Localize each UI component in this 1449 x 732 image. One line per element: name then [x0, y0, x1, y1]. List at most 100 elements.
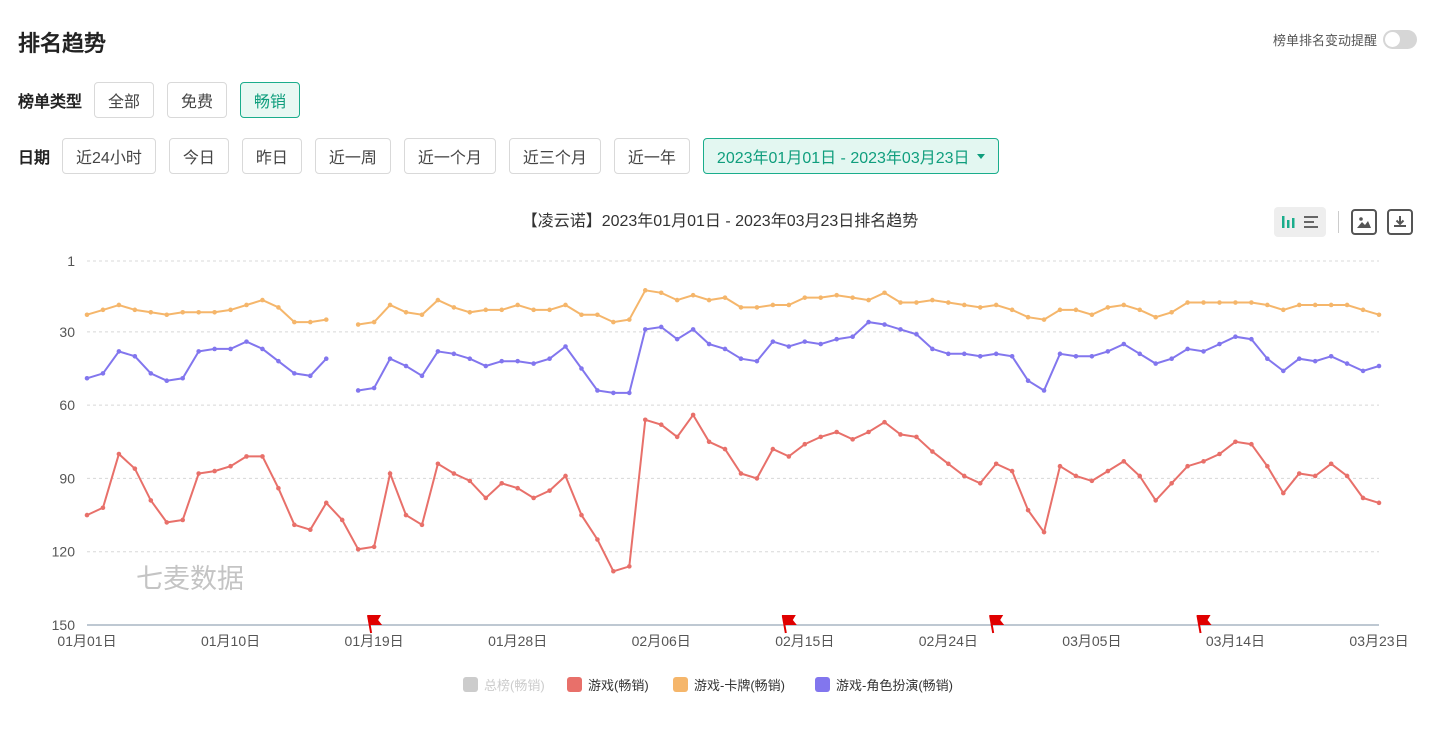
image-icon[interactable]: [1351, 209, 1377, 235]
data-point: [1153, 361, 1158, 366]
data-point: [786, 454, 792, 459]
data-point: [1249, 300, 1254, 305]
date-yesterday-button[interactable]: 昨日: [241, 138, 302, 174]
legend-item[interactable]: 游戏-角色扮演(畅销): [815, 677, 953, 693]
data-point: [1265, 302, 1270, 308]
data-point: [1344, 361, 1350, 366]
date-year-button[interactable]: 近一年: [613, 138, 690, 174]
data-point: [722, 446, 728, 452]
data-point: [148, 310, 154, 315]
alert-toggle[interactable]: [1383, 30, 1417, 49]
data-point: [1025, 378, 1031, 384]
data-point: [1121, 459, 1127, 464]
series-2: [84, 288, 1382, 327]
x-tick-label: 01月28日: [488, 633, 547, 649]
data-point: [993, 302, 999, 308]
chart-type-grossing-button[interactable]: 畅销: [240, 82, 301, 118]
x-tick-label: 01月19日: [345, 633, 404, 649]
data-point: [132, 353, 138, 359]
data-point: [706, 439, 712, 445]
data-point: [738, 471, 744, 476]
data-point: [1137, 307, 1143, 313]
legend-item[interactable]: 游戏(畅销): [567, 677, 649, 693]
date-week-button[interactable]: 近一周: [314, 138, 391, 174]
legend-item[interactable]: 游戏-卡牌(畅销): [673, 677, 785, 693]
data-point: [946, 300, 951, 305]
data-point: [1376, 363, 1382, 369]
data-point: [1217, 300, 1222, 305]
chart-type-all-button[interactable]: 全部: [94, 82, 155, 118]
bar-chart-icon[interactable]: [1278, 210, 1300, 234]
data-point: [674, 336, 680, 342]
data-point: [403, 363, 409, 369]
toolbar-divider: [1338, 211, 1339, 233]
data-point: [1025, 507, 1031, 513]
date-24h-button[interactable]: 近24小时: [62, 138, 156, 174]
data-point: [1169, 310, 1174, 315]
data-point: [690, 412, 696, 418]
data-point: [1217, 451, 1222, 457]
data-point: [1296, 471, 1302, 476]
data-point: [993, 351, 999, 357]
data-point: [914, 300, 919, 305]
data-point: [419, 522, 425, 528]
data-point: [642, 327, 648, 332]
flag-icon: [781, 615, 797, 625]
data-point: [419, 373, 425, 379]
data-point: [802, 295, 808, 300]
data-point: [834, 429, 839, 435]
data-point: [866, 319, 871, 325]
data-point: [100, 371, 106, 376]
data-point: [260, 346, 265, 352]
date-month-button[interactable]: 近一个月: [403, 138, 496, 174]
data-point: [1041, 529, 1047, 535]
data-point: [914, 331, 919, 337]
data-point: [1376, 312, 1382, 318]
data-point: [977, 481, 983, 486]
data-point: [148, 498, 154, 503]
data-point: [658, 290, 664, 296]
chart-type-free-button[interactable]: 免费: [167, 82, 228, 118]
date-range-picker[interactable]: 2023年01月01日 - 2023年03月23日: [702, 138, 999, 174]
data-point: [100, 307, 106, 313]
list-icon[interactable]: [1300, 210, 1322, 234]
data-point: [770, 339, 776, 344]
data-point: [355, 322, 361, 327]
data-point: [531, 495, 536, 501]
event-flag: [781, 615, 797, 634]
data-point: [515, 302, 520, 308]
data-point: [1344, 302, 1350, 308]
data-point: [690, 327, 696, 332]
data-point: [674, 434, 680, 440]
date-3months-button[interactable]: 近三个月: [508, 138, 601, 174]
data-point: [1089, 353, 1095, 359]
data-point: [467, 310, 473, 315]
chart-title: 【凌云诺】2023年01月01日 - 2023年03月23日排名趋势: [522, 212, 919, 230]
data-point: [1360, 307, 1366, 313]
data-point: [403, 512, 409, 518]
data-point: [228, 463, 233, 469]
data-point: [627, 390, 632, 396]
date-label: 日期: [18, 150, 51, 167]
data-point: [754, 305, 760, 310]
data-point: [1312, 473, 1318, 479]
data-point: [1025, 314, 1031, 320]
download-icon[interactable]: [1387, 209, 1413, 235]
data-point: [1312, 302, 1318, 308]
date-today-button[interactable]: 今日: [168, 138, 229, 174]
data-point: [276, 485, 281, 491]
legend-item[interactable]: 总榜(畅销): [463, 677, 545, 693]
data-point: [1280, 490, 1286, 496]
data-point: [260, 454, 265, 459]
data-point: [882, 419, 887, 425]
series-line: [86, 299, 327, 324]
x-tick-label: 01月01日: [57, 633, 116, 649]
data-point: [164, 312, 170, 318]
data-point: [1344, 473, 1350, 479]
date-filter: 日期 近24小时 今日 昨日 近一周 近一个月 近三个月 近一年 2023年01…: [18, 138, 1012, 174]
data-point: [403, 310, 409, 315]
data-point: [451, 351, 457, 357]
data-point: [1169, 356, 1174, 362]
data-point: [818, 295, 824, 300]
data-point: [1265, 356, 1270, 362]
